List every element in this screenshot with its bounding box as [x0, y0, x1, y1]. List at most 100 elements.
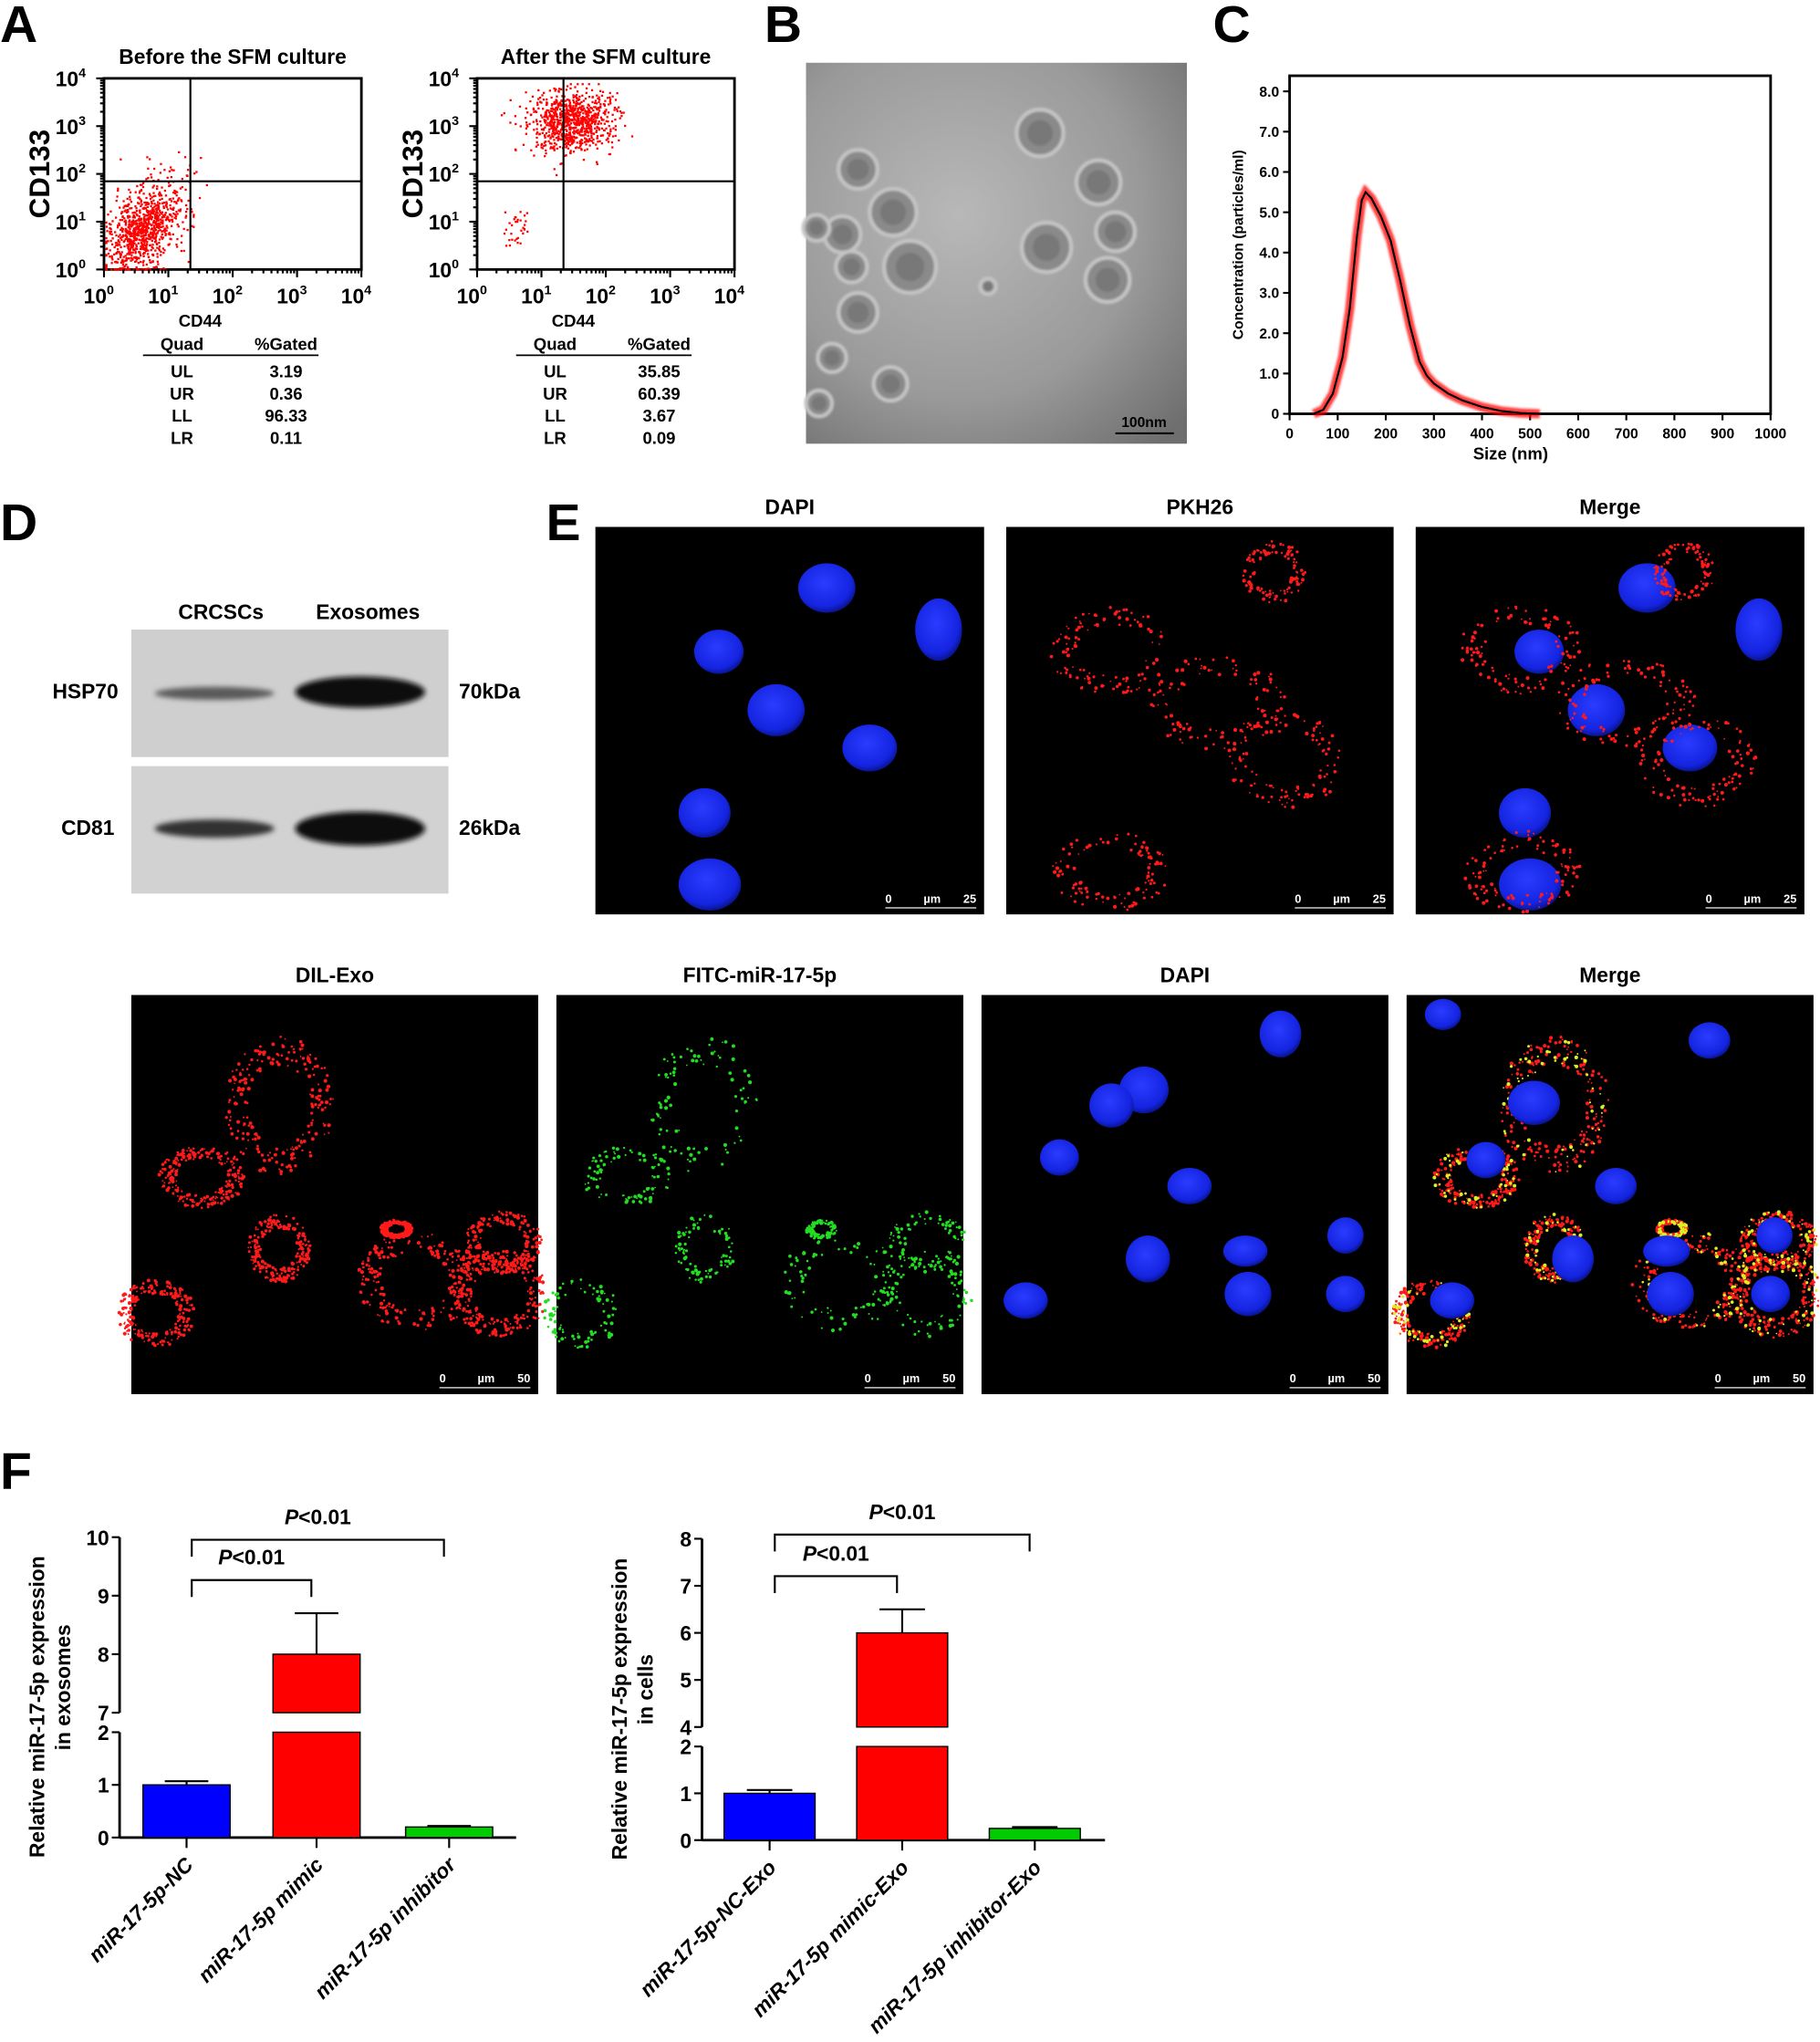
event-dot [559, 130, 562, 134]
event-dot [117, 189, 120, 193]
x-tick-base: 10 [714, 284, 737, 307]
event-dot [127, 248, 130, 251]
event-dot [565, 89, 568, 91]
event-dot [182, 227, 185, 230]
event-dot [115, 260, 118, 263]
event-dot [140, 183, 143, 186]
event-dot [142, 259, 145, 263]
x-tick-base: 10 [84, 284, 107, 307]
event-dot [145, 178, 148, 181]
scale-label-unit: µm [1744, 891, 1762, 905]
event-dot [552, 146, 555, 149]
y-tick-label: 0 [98, 1826, 109, 1849]
event-dot [124, 204, 128, 207]
scale-label-unit: µm [1333, 891, 1350, 905]
event-dot [559, 119, 562, 121]
event-dot [555, 127, 557, 130]
table-cell-quad: UR [170, 384, 194, 403]
event-dot [135, 207, 138, 210]
event-dot [117, 240, 120, 243]
band-cd81-exosomes [295, 811, 425, 846]
event-dot [174, 190, 177, 193]
event-dot [134, 220, 138, 223]
event-dot [525, 132, 527, 135]
event-dot [516, 236, 519, 240]
event-dot [624, 124, 627, 128]
event-dot [105, 266, 108, 269]
event-dot [133, 260, 137, 263]
event-dot [122, 234, 125, 237]
event-dot [156, 260, 160, 263]
event-dot [118, 222, 120, 224]
event-dot [151, 245, 153, 249]
event-dot [145, 226, 148, 230]
event-dot [544, 155, 546, 158]
event-dot [129, 243, 132, 245]
event-dot [142, 239, 145, 242]
event-dot [140, 260, 142, 264]
table-cell-quad: UL [544, 362, 567, 381]
fluorescent-puncta [1463, 829, 1582, 914]
event-dot [556, 131, 558, 135]
event-dot [576, 123, 579, 126]
event-dot [109, 233, 111, 235]
event-dot [597, 122, 600, 125]
event-dot [574, 105, 577, 108]
event-dot [120, 158, 122, 161]
event-dot [556, 147, 558, 151]
event-dot [156, 246, 159, 249]
event-dot [140, 254, 142, 257]
event-dot [546, 109, 548, 112]
event-dot [598, 120, 600, 123]
event-dot [146, 156, 149, 159]
event-dot [141, 247, 144, 250]
event-dot [159, 229, 161, 232]
event-dot [159, 218, 162, 221]
event-dot [556, 95, 558, 98]
event-dot [504, 211, 507, 214]
event-dot [556, 103, 560, 107]
event-dot [566, 105, 568, 108]
event-dot [166, 208, 170, 211]
event-dot [556, 106, 559, 109]
event-dot [530, 113, 533, 116]
bar-lower-segment [856, 1745, 949, 1841]
event-dot [609, 102, 612, 105]
event-dot [130, 259, 132, 262]
event-dot [164, 212, 167, 214]
event-dot [149, 231, 152, 234]
event-dot [591, 100, 594, 104]
event-dot [172, 197, 174, 200]
event-dot [123, 204, 126, 208]
event-dot [580, 105, 584, 108]
micrograph-background [1005, 526, 1394, 915]
event-dot [120, 226, 123, 229]
micrograph-title: DAPI [1160, 963, 1210, 986]
lane-label-crcscs: CRCSCs [178, 600, 264, 624]
significance-bracket [191, 1538, 445, 1558]
event-dot [130, 207, 133, 210]
event-dot [572, 112, 575, 115]
event-dot [600, 94, 604, 97]
fluorescent-puncta [1242, 540, 1307, 604]
event-dot [128, 243, 130, 246]
event-dot [158, 245, 161, 248]
event-dot [120, 253, 122, 256]
event-dot [131, 223, 134, 225]
event-dot [166, 217, 169, 221]
event-dot [132, 234, 135, 236]
event-dot [536, 101, 539, 104]
event-dot [573, 126, 576, 130]
event-dot [149, 197, 152, 201]
event-dot [122, 260, 125, 263]
event-dot [121, 228, 124, 231]
event-dot [147, 267, 150, 270]
y-tick-label: 0 [1271, 407, 1279, 422]
event-dot [536, 136, 538, 140]
event-dot [163, 169, 166, 172]
event-dot [526, 230, 529, 234]
event-dot [509, 121, 512, 124]
particle-core [824, 349, 840, 366]
